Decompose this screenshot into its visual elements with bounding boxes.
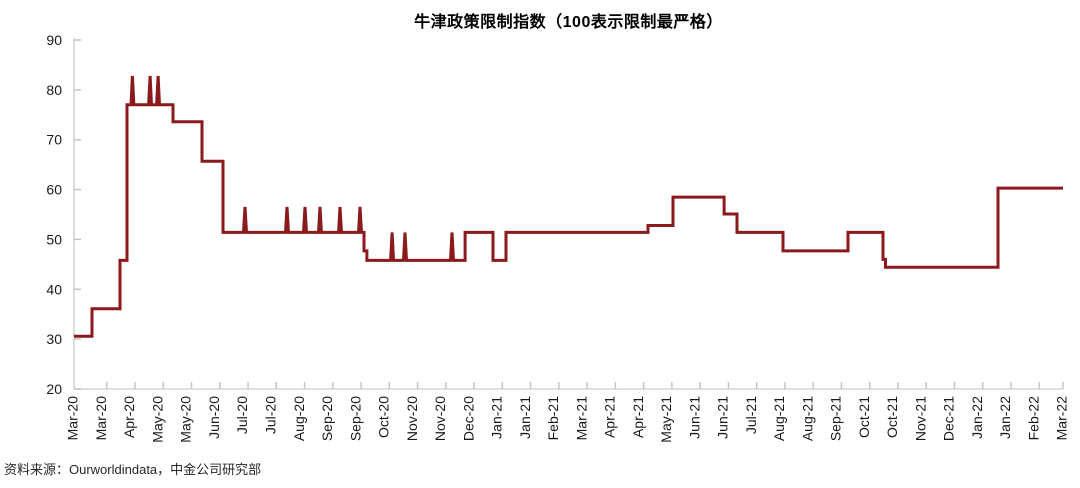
x-axis-tick-label: Mar-20 xyxy=(93,396,109,441)
x-axis-tick-label: May-20 xyxy=(149,396,165,443)
x-axis-tick-label: Aug-21 xyxy=(799,396,815,441)
x-axis-tick-label: Jan-21 xyxy=(517,396,533,439)
x-axis-tick-label: Oct-20 xyxy=(376,396,392,438)
x-axis-tick-label: Mar-22 xyxy=(1054,396,1070,441)
source-note: 资料来源：Ourworldindata，中金公司研究部 xyxy=(4,462,262,477)
x-axis-tick-label: Dec-20 xyxy=(460,396,476,441)
y-axis-tick-label: 60 xyxy=(46,182,62,198)
x-axis-tick-label: Sep-20 xyxy=(319,396,335,441)
x-axis-tick-label: May-20 xyxy=(178,396,194,443)
x-axis-tick-label: May-21 xyxy=(658,396,674,443)
x-axis-tick-label: Mar-21 xyxy=(573,396,589,441)
y-axis-tick-label: 70 xyxy=(46,132,62,148)
x-axis-tick-label: Jul-20 xyxy=(234,396,250,434)
x-axis-tick-label: Oct-21 xyxy=(884,396,900,438)
x-axis-tick-label: Jul-21 xyxy=(743,396,759,434)
x-axis-tick-label: Jul-20 xyxy=(263,396,279,434)
x-axis-tick-label: Sep-21 xyxy=(828,396,844,441)
x-axis-tick-label: Jun-21 xyxy=(715,396,731,439)
x-axis-tick-label: Jun-20 xyxy=(206,396,222,439)
x-axis-tick-label: Jan-22 xyxy=(997,396,1013,439)
y-axis-tick-label: 50 xyxy=(46,231,62,247)
x-axis-tick-label: Jan-22 xyxy=(969,396,985,439)
y-axis-tick-label: 20 xyxy=(46,381,62,397)
x-axis-tick-label: Feb-21 xyxy=(545,396,561,441)
x-axis-tick-label: Jan-21 xyxy=(489,396,505,439)
x-axis-tick-label: Oct-21 xyxy=(856,396,872,438)
chart-title: 牛津政策限制指数（100表示限制最严格） xyxy=(414,14,723,31)
x-axis-tick-label: Apr-21 xyxy=(602,396,618,438)
y-axis-tick-label: 80 xyxy=(46,82,62,98)
x-axis-tick-label: Sep-20 xyxy=(347,396,363,441)
y-axis-tick-label: 40 xyxy=(46,281,62,297)
stringency-index-line xyxy=(74,75,1063,338)
x-axis-tick-label: Apr-20 xyxy=(121,396,137,438)
y-axis-tick-label: 30 xyxy=(46,331,62,347)
x-axis-tick-label: Nov-20 xyxy=(404,396,420,441)
x-axis-tick-label: Jun-21 xyxy=(686,396,702,439)
x-axis-tick-label: Dec-21 xyxy=(941,396,957,441)
x-axis-tick-label: Mar-20 xyxy=(65,396,81,441)
x-axis-tick-label: Apr-21 xyxy=(630,396,646,438)
x-axis-tick-label: Nov-21 xyxy=(912,396,928,441)
x-axis-tick-label: Feb-22 xyxy=(1025,396,1041,441)
x-axis-tick-label: Aug-21 xyxy=(771,396,787,441)
x-axis-tick-label: Nov-20 xyxy=(432,396,448,441)
x-axis-tick-label: Aug-20 xyxy=(291,396,307,441)
y-axis-tick-label: 90 xyxy=(46,32,62,48)
